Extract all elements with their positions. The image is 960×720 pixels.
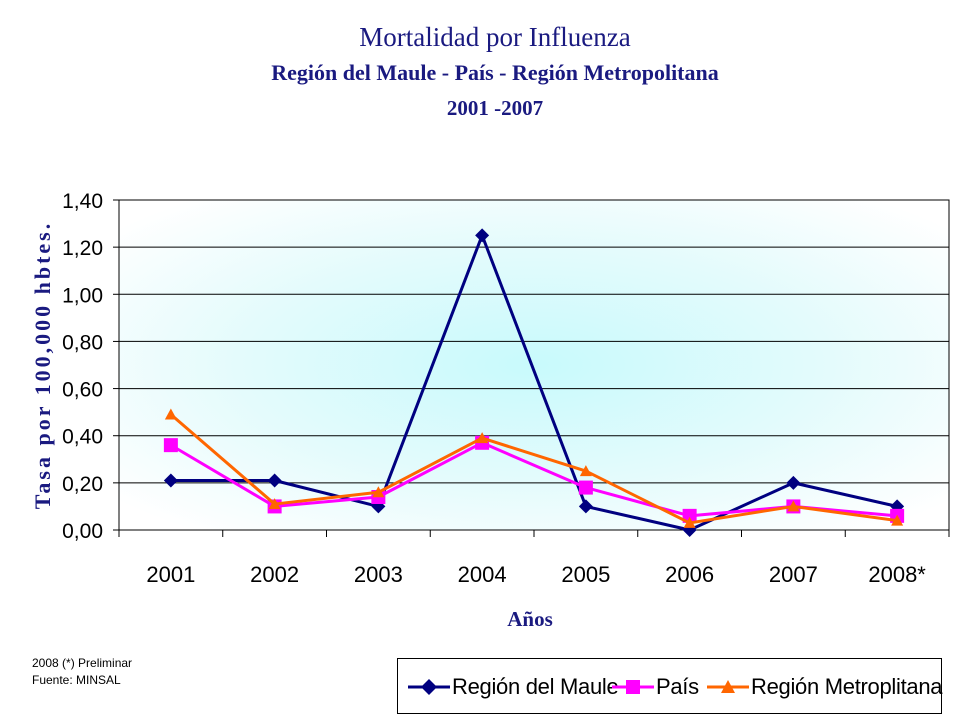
- y-tick-label: 1,40: [62, 190, 103, 213]
- series-line: [170, 233, 898, 532]
- preliminary-note: 2008 (*) Preliminar: [32, 656, 133, 670]
- legend-swatch-pais: [612, 680, 654, 694]
- legend-item-metropolitana: Región Metroplitana: [705, 672, 943, 702]
- legend-label-maule: Región del Maule: [452, 674, 619, 699]
- data-point: [163, 438, 178, 453]
- chart-subtitle: Región del Maule - País - Región Metropo…: [271, 60, 719, 85]
- y-tick-label: 1,00: [62, 284, 103, 307]
- plot-area: [119, 200, 949, 530]
- y-tick-label: 0,00: [62, 520, 103, 543]
- data-point: [578, 499, 593, 514]
- data-point: [683, 516, 696, 528]
- data-point: [476, 432, 489, 444]
- source-note: Fuente: MINSAL: [32, 673, 121, 687]
- legend-item-maule: Región del Maule: [406, 672, 619, 702]
- data-point: [890, 499, 905, 514]
- y-tick-label: 1,20: [62, 237, 103, 260]
- legend-label-pais: País: [656, 674, 699, 699]
- data-point: [891, 514, 904, 526]
- legend: Región del Maule País Región Metroplitan…: [397, 658, 943, 714]
- chart-title: Mortalidad por Influenza: [359, 22, 631, 52]
- data-point: [786, 475, 801, 490]
- x-tick-label: 2004: [458, 562, 507, 587]
- x-tick-label: 2002: [250, 562, 299, 587]
- data-point: [578, 480, 593, 495]
- legend-label-metropolitana: Región Metroplitana: [751, 674, 943, 699]
- data-point: [787, 500, 800, 512]
- data-point: [372, 486, 385, 498]
- x-tick-label: 2008*: [868, 562, 926, 587]
- x-tick-label: 2001: [146, 562, 195, 587]
- data-point: [268, 498, 281, 510]
- legend-item-pais: País: [610, 672, 699, 702]
- y-tick-label: 0,80: [62, 331, 103, 354]
- y-tick-label: 0,20: [62, 473, 103, 496]
- series-line: [169, 413, 898, 525]
- x-tick-label: 2003: [354, 562, 403, 587]
- data-point: [267, 473, 282, 488]
- data-point: [579, 465, 592, 477]
- x-tick-label: 2005: [561, 562, 610, 587]
- data-point: [164, 408, 177, 420]
- y-tick-label: 0,60: [62, 379, 103, 402]
- legend-swatch-maule: [408, 679, 450, 695]
- series-2: [164, 408, 904, 528]
- data-point: [163, 473, 178, 488]
- x-tick-label: 2007: [769, 562, 818, 587]
- legend-swatch-metropolitana: [707, 680, 749, 693]
- y-tick-label: 0,40: [62, 426, 103, 449]
- data-point: [682, 508, 697, 523]
- y-axis-label: Tasa por 100,000 hbtes.: [30, 221, 55, 509]
- data-point: [475, 228, 490, 243]
- x-axis-label: Años: [507, 607, 553, 631]
- x-tick-label: 2006: [665, 562, 714, 587]
- chart-period: 2001 -2007: [446, 96, 544, 120]
